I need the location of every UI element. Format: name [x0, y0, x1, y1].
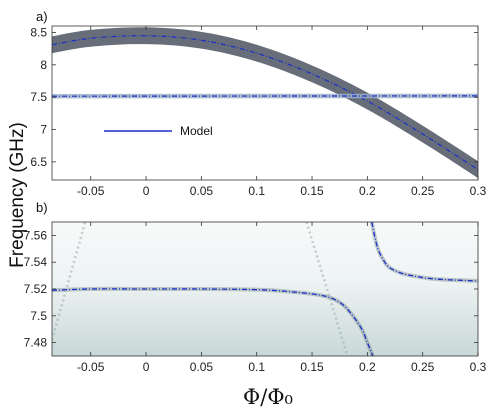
panel-b-frame: [51, 221, 479, 357]
a-xtick-label: 0: [143, 184, 150, 198]
a-xtick-label: 0.15: [300, 184, 324, 198]
panel-a-label: a): [36, 9, 48, 24]
b-xtick-label: 0.25: [411, 360, 435, 374]
b-xtick-label: 0.3: [470, 360, 487, 374]
legend: Model: [104, 124, 213, 138]
a-ytick-label: 7.5: [30, 90, 47, 104]
panel-b-label: b): [36, 200, 48, 215]
panel-a-frame: [51, 25, 479, 181]
a-xtick-label: 0.2: [359, 184, 376, 198]
a-ytick-label: 7: [40, 123, 47, 137]
b-xtick-label: -0.05: [77, 360, 105, 374]
panel-a: -0.05 0 0.05 0.1 0.15 0.2 0.25 0.3 6.5 7 7.5 8 8.5 M…: [30, 25, 486, 198]
faint-dotted-line: [305, 222, 349, 356]
b-xtick-label: 0.05: [190, 360, 214, 374]
model-branch: [371, 222, 478, 282]
b-xtick-label: 0.1: [248, 360, 265, 374]
a-ytick-label: 8: [40, 58, 47, 72]
qubit-model-line: [52, 35, 478, 171]
b-xtick-label: 0.2: [359, 360, 376, 374]
b-ytick-label: 7.54: [24, 255, 48, 269]
qubit-band: [52, 27, 478, 179]
panel-b: -0.05 0 0.05 0.1 0.15 0.2 0.25 0.3 7.48 7.5 7.52 7.…: [24, 221, 487, 374]
b-ytick-label: 7.48: [24, 336, 48, 350]
a-ytick-label: 6.5: [30, 155, 47, 169]
faint-dotted-line: [52, 222, 87, 341]
a-xtick-label: -0.05: [77, 184, 105, 198]
b-ytick-label: 7.52: [24, 282, 48, 296]
a-xtick-label: 0.3: [470, 184, 487, 198]
a-xtick-label: 0.05: [190, 184, 214, 198]
b-xtick-label: 0.15: [300, 360, 324, 374]
a-xtick-label: 0.25: [411, 184, 435, 198]
x-axis-label: Φ/Φ₀: [243, 385, 293, 409]
b-xtick-label: 0: [143, 360, 150, 374]
y-axis-label: Frequency (GHz): [7, 122, 28, 268]
model-branch: [52, 288, 374, 356]
a-xtick-label: 0.1: [248, 184, 265, 198]
b-ytick-label: 7.5: [30, 309, 47, 323]
a-ytick-label: 8.5: [30, 25, 47, 39]
b-ytick-label: 7.56: [24, 228, 48, 242]
legend-label: Model: [180, 124, 213, 138]
